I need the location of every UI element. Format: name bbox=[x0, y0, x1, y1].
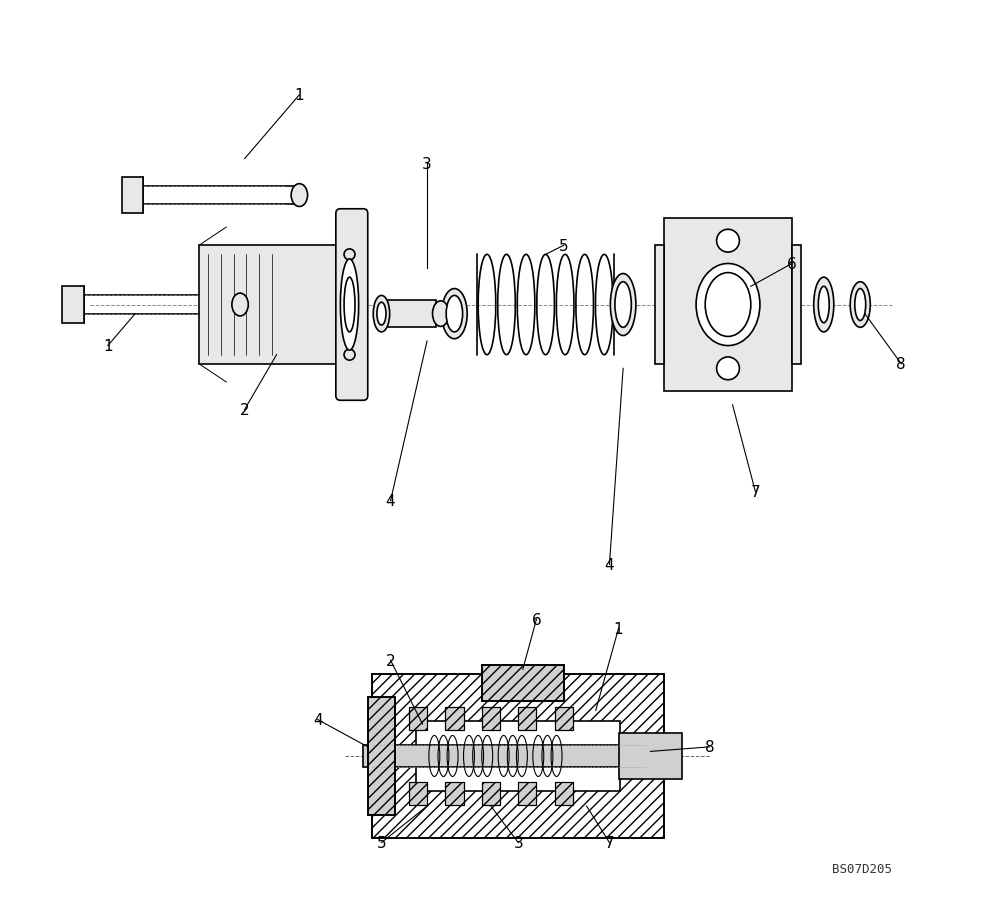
Ellipse shape bbox=[344, 278, 355, 333]
Text: 6: 6 bbox=[532, 612, 541, 627]
Ellipse shape bbox=[291, 185, 308, 208]
Bar bbox=[445, 782, 464, 805]
Bar bbox=[518, 708, 536, 731]
Ellipse shape bbox=[850, 282, 870, 328]
Text: 1: 1 bbox=[614, 621, 623, 636]
Bar bbox=[482, 665, 564, 701]
Bar bbox=[482, 782, 500, 805]
Bar bbox=[792, 246, 801, 364]
Bar bbox=[409, 782, 427, 805]
Bar bbox=[62, 287, 84, 323]
Text: 8: 8 bbox=[705, 740, 715, 754]
Ellipse shape bbox=[377, 302, 386, 326]
Bar bbox=[372, 674, 664, 838]
Bar bbox=[482, 782, 500, 805]
Bar bbox=[409, 708, 427, 731]
Bar bbox=[372, 674, 664, 838]
Ellipse shape bbox=[340, 260, 359, 351]
Text: 4: 4 bbox=[313, 712, 322, 727]
Text: 8: 8 bbox=[896, 357, 906, 372]
Text: BS07D205: BS07D205 bbox=[832, 862, 892, 875]
Bar bbox=[482, 708, 500, 731]
Bar bbox=[518, 708, 536, 731]
Ellipse shape bbox=[696, 264, 760, 346]
Ellipse shape bbox=[814, 278, 834, 333]
Ellipse shape bbox=[818, 287, 829, 323]
Ellipse shape bbox=[717, 357, 739, 381]
Bar bbox=[555, 708, 573, 731]
Bar bbox=[445, 708, 464, 731]
Bar bbox=[381, 301, 436, 328]
Text: 3: 3 bbox=[422, 157, 432, 171]
Text: 5: 5 bbox=[377, 835, 386, 850]
Ellipse shape bbox=[717, 230, 739, 253]
Bar bbox=[368, 697, 395, 815]
Text: 2: 2 bbox=[240, 403, 249, 417]
Bar bbox=[416, 722, 620, 791]
Ellipse shape bbox=[610, 274, 636, 336]
Bar bbox=[619, 733, 682, 779]
Bar bbox=[199, 246, 345, 364]
Ellipse shape bbox=[446, 296, 463, 333]
Text: 7: 7 bbox=[605, 835, 614, 850]
Ellipse shape bbox=[855, 289, 866, 322]
Ellipse shape bbox=[232, 293, 248, 317]
Text: 4: 4 bbox=[605, 558, 614, 572]
Text: 1: 1 bbox=[295, 88, 304, 103]
Text: 5: 5 bbox=[559, 239, 569, 253]
Bar bbox=[555, 782, 573, 805]
Bar bbox=[655, 246, 664, 364]
Text: 4: 4 bbox=[386, 494, 395, 508]
Bar bbox=[555, 708, 573, 731]
Bar bbox=[409, 782, 427, 805]
Bar bbox=[363, 745, 655, 767]
Ellipse shape bbox=[373, 296, 390, 333]
Bar bbox=[445, 782, 464, 805]
Bar bbox=[664, 219, 792, 392]
Bar bbox=[555, 782, 573, 805]
Ellipse shape bbox=[442, 290, 467, 340]
Text: 6: 6 bbox=[787, 257, 797, 271]
Ellipse shape bbox=[615, 282, 631, 328]
Text: 3: 3 bbox=[513, 835, 523, 850]
Text: 1: 1 bbox=[103, 339, 113, 353]
Text: 2: 2 bbox=[386, 653, 395, 668]
Bar bbox=[122, 178, 143, 214]
Text: 7: 7 bbox=[751, 485, 760, 499]
Bar bbox=[482, 708, 500, 731]
Bar bbox=[445, 708, 464, 731]
Bar bbox=[409, 708, 427, 731]
Bar bbox=[482, 665, 564, 701]
Bar bbox=[518, 782, 536, 805]
Bar bbox=[368, 697, 395, 815]
FancyBboxPatch shape bbox=[336, 210, 368, 401]
Ellipse shape bbox=[433, 302, 449, 327]
Bar bbox=[518, 782, 536, 805]
